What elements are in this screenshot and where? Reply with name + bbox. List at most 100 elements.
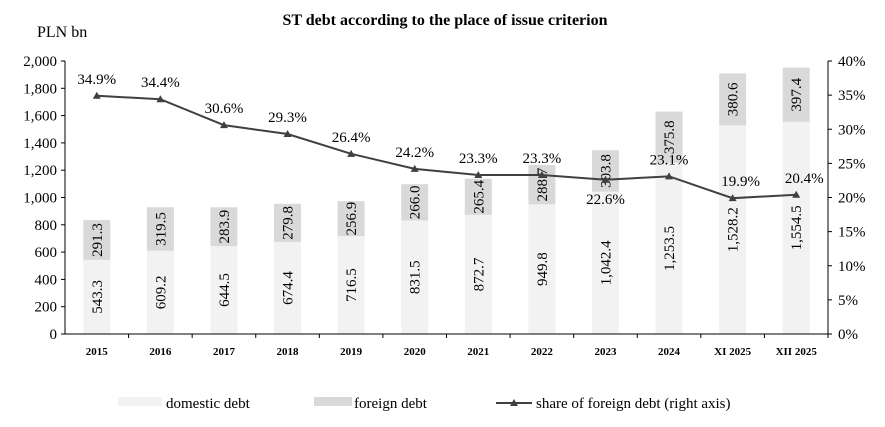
y-tick-label: 1,600	[23, 109, 57, 125]
foreign-data-label: 319.5	[153, 212, 169, 246]
foreign-data-label: 380.6	[726, 82, 742, 116]
y-tick-label: 200	[35, 300, 58, 316]
y2-tick-label: 15%	[838, 225, 866, 241]
foreign-bar	[337, 201, 365, 237]
domestic-data-label: 716.5	[344, 268, 360, 302]
foreign-data-label: 279.8	[281, 206, 297, 240]
domestic-data-label: 872.7	[471, 257, 487, 291]
y2-tick-label: 40%	[838, 54, 866, 70]
foreign-bar	[464, 178, 492, 215]
share-marker	[347, 149, 356, 157]
domestic-data-label: 1,528.2	[726, 207, 742, 252]
y-tick-label: 1,400	[23, 136, 57, 152]
foreign-data-label: 256.9	[344, 202, 360, 236]
share-marker	[219, 121, 228, 129]
share-marker	[156, 95, 165, 103]
legend-marker-share	[510, 399, 518, 406]
domestic-data-label: 831.5	[408, 260, 424, 294]
share-data-label: 23.3%	[523, 151, 562, 167]
share-data-label: 34.9%	[77, 72, 116, 88]
share-data-label: 23.3%	[459, 151, 498, 167]
domestic-data-label: 949.8	[535, 252, 551, 286]
y-tick-label: 800	[35, 218, 58, 234]
share-data-label: 30.6%	[205, 101, 244, 117]
y2-tick-label: 20%	[838, 191, 866, 207]
legend-swatch-domestic	[118, 397, 162, 406]
domestic-data-label: 543.3	[90, 280, 106, 314]
x-tick-label: 2021	[467, 346, 489, 358]
legend-label-domestic: domestic debt	[166, 396, 251, 412]
share-marker	[474, 170, 483, 178]
share-line	[96, 94, 797, 200]
y-tick-label: 1,800	[23, 81, 57, 97]
x-tick-label: 2019	[340, 346, 363, 358]
domestic-bar	[210, 246, 238, 334]
share-marker	[665, 172, 674, 180]
foreign-bar	[591, 150, 619, 192]
share-data-label: 34.4%	[141, 75, 180, 91]
foreign-data-label: 266.0	[408, 185, 424, 219]
domestic-data-label: 1,554.5	[789, 205, 805, 250]
foreign-bar	[274, 203, 302, 242]
foreign-data-label: 375.8	[662, 120, 678, 154]
y2-tick-label: 5%	[838, 293, 858, 309]
share-marker	[728, 194, 737, 202]
foreign-bar	[210, 207, 238, 247]
y-axis-label: PLN bn	[37, 24, 87, 41]
share-data-label: 24.2%	[395, 145, 434, 161]
domestic-bar	[464, 214, 492, 334]
domestic-data-label: 674.4	[281, 271, 297, 305]
domestic-bar	[337, 236, 365, 334]
y-tick-label: 1,200	[23, 163, 57, 179]
domestic-bar	[401, 220, 429, 334]
y2-tick-label: 30%	[838, 122, 866, 138]
share-marker	[601, 175, 610, 183]
domestic-data-label: 1,042.4	[598, 240, 614, 286]
x-tick-label: 2018	[277, 346, 300, 358]
y-tick-label: 2,000	[23, 54, 57, 70]
x-tick-label: XI 2025	[714, 346, 751, 358]
share-data-label: 26.4%	[332, 130, 371, 146]
x-tick-label: XII 2025	[776, 346, 818, 358]
foreign-bar	[83, 220, 111, 260]
x-tick-label: 2024	[658, 346, 681, 358]
share-marker	[537, 170, 546, 178]
share-data-label: 22.6%	[586, 192, 625, 208]
y2-tick-label: 0%	[838, 327, 858, 343]
share-marker	[92, 91, 101, 99]
x-tick-label: 2023	[594, 346, 617, 358]
domestic-bar	[528, 204, 556, 334]
domestic-bar	[782, 121, 810, 334]
y2-tick-label: 10%	[838, 259, 866, 275]
share-data-label: 29.3%	[268, 110, 307, 126]
domestic-bar	[274, 241, 302, 334]
domestic-bar	[83, 259, 111, 334]
y2-tick-label: 35%	[838, 88, 866, 104]
y-tick-label: 0	[50, 327, 58, 343]
domestic-data-label: 644.5	[217, 273, 233, 307]
foreign-bar	[655, 111, 683, 163]
domestic-bar	[719, 125, 747, 335]
y-tick-label: 400	[35, 272, 58, 288]
x-tick-label: 2020	[404, 346, 427, 358]
y-tick-label: 1,000	[23, 191, 57, 207]
share-data-label: 23.1%	[650, 152, 689, 168]
domestic-bar	[591, 191, 619, 334]
foreign-data-label: 303.8	[598, 154, 614, 188]
x-tick-label: 2017	[213, 346, 236, 358]
legend-swatch-foreign	[314, 397, 352, 406]
x-tick-label: 2015	[86, 346, 109, 358]
domestic-bar	[146, 250, 174, 334]
foreign-data-label: 265.4	[471, 179, 487, 213]
domestic-bar	[655, 162, 683, 334]
foreign-data-label: 283.9	[217, 210, 233, 244]
share-data-label: 20.4%	[785, 171, 824, 187]
foreign-data-label: 288.7	[535, 167, 551, 201]
foreign-data-label: 291.3	[90, 223, 106, 257]
foreign-bar	[782, 67, 810, 122]
legend-label-share: share of foreign debt (right axis)	[536, 396, 731, 412]
domestic-data-label: 1,253.5	[662, 226, 678, 271]
share-marker	[792, 190, 801, 198]
